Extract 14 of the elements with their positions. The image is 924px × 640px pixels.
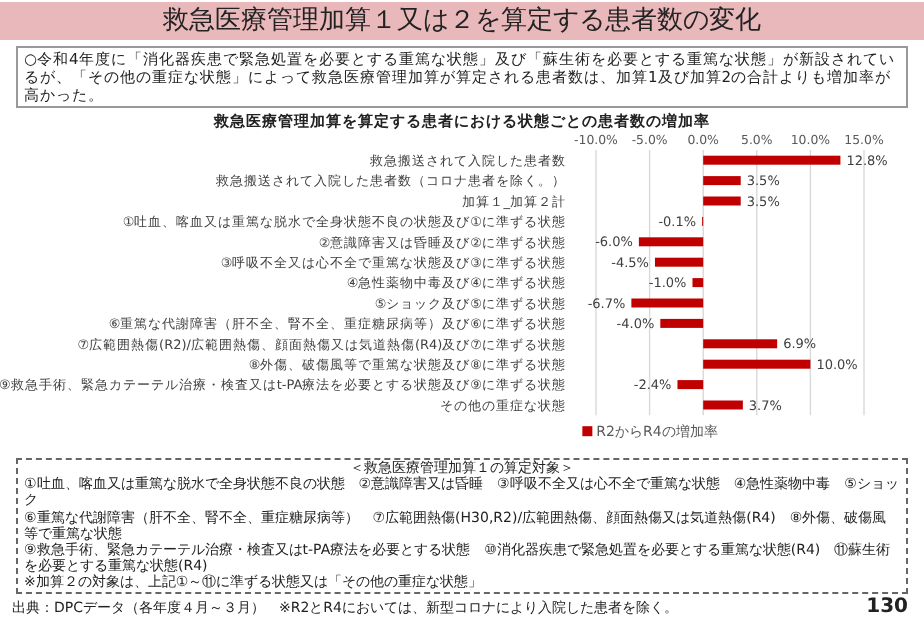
bar: [677, 380, 704, 390]
text: 130: [866, 595, 908, 618]
bar: [703, 359, 811, 369]
bar: [654, 257, 704, 267]
chart-title: 救急医療管理加算１又は２を算定する患者数の変化: [0, 2, 924, 40]
bar: [703, 176, 741, 186]
bar: [703, 196, 741, 206]
bar: [631, 298, 704, 308]
bar: [703, 400, 743, 410]
bar: [703, 155, 841, 165]
bar: [660, 318, 704, 328]
bar: [638, 237, 704, 247]
bar: [703, 339, 778, 349]
bar: [692, 278, 704, 288]
